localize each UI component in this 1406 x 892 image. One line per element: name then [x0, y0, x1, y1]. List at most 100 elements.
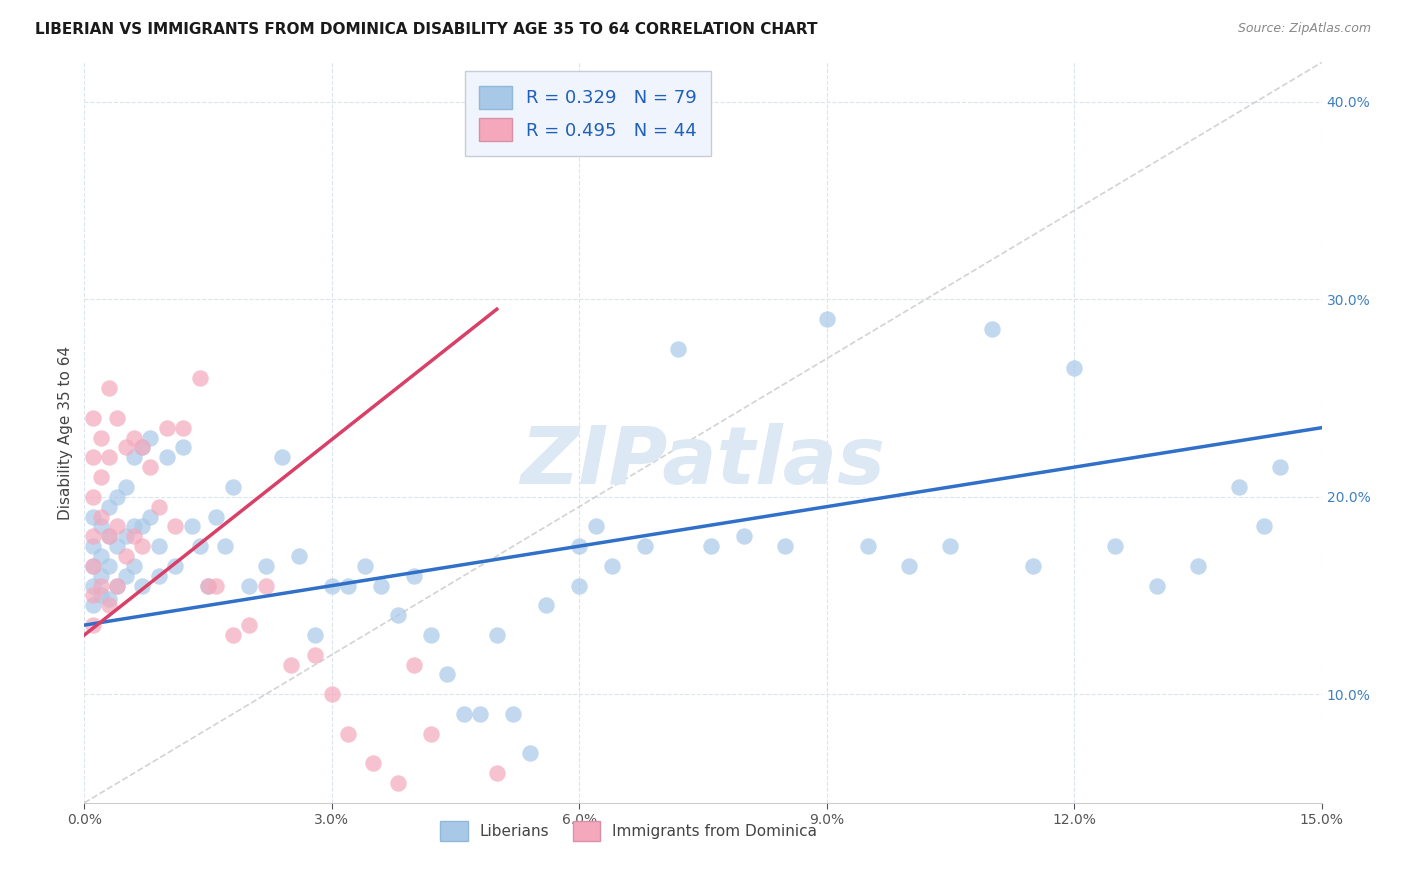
Point: [536, 599, 558, 613]
Point: [148, 539, 170, 553]
Point: [436, 667, 458, 681]
Point: [304, 628, 326, 642]
Text: Source: ZipAtlas.com: Source: ZipAtlas.com: [1237, 22, 1371, 36]
Point: [939, 539, 962, 553]
Point: [82, 558, 104, 573]
Point: [90, 509, 112, 524]
Point: [82, 589, 104, 603]
Point: [82, 599, 104, 613]
Point: [700, 539, 723, 553]
Point: [980, 322, 1002, 336]
Point: [82, 490, 104, 504]
Point: [353, 558, 375, 573]
Y-axis label: Disability Age 35 to 64: Disability Age 35 to 64: [58, 345, 73, 520]
Point: [114, 568, 136, 582]
Point: [568, 539, 591, 553]
Point: [453, 706, 475, 721]
Point: [82, 529, 104, 543]
Point: [337, 727, 360, 741]
Point: [90, 568, 112, 582]
Point: [165, 558, 187, 573]
Point: [634, 539, 657, 553]
Point: [139, 460, 162, 475]
Point: [90, 470, 112, 484]
Point: [205, 579, 228, 593]
Point: [1253, 519, 1275, 533]
Point: [485, 766, 508, 780]
Point: [82, 410, 104, 425]
Point: [470, 706, 492, 721]
Point: [122, 450, 145, 465]
Point: [82, 539, 104, 553]
Point: [361, 756, 384, 771]
Point: [131, 579, 153, 593]
Point: [600, 558, 623, 573]
Point: [222, 480, 245, 494]
Point: [98, 529, 121, 543]
Point: [156, 450, 179, 465]
Point: [90, 519, 112, 533]
Point: [98, 529, 121, 543]
Point: [98, 558, 121, 573]
Point: [131, 519, 153, 533]
Point: [105, 410, 128, 425]
Point: [271, 450, 294, 465]
Point: [114, 441, 136, 455]
Point: [321, 579, 343, 593]
Point: [1146, 579, 1168, 593]
Point: [148, 568, 170, 582]
Point: [114, 549, 136, 563]
Point: [98, 450, 121, 465]
Point: [105, 579, 128, 593]
Point: [139, 509, 162, 524]
Point: [568, 579, 591, 593]
Point: [304, 648, 326, 662]
Point: [98, 381, 121, 395]
Point: [214, 539, 236, 553]
Point: [180, 519, 202, 533]
Point: [98, 599, 121, 613]
Point: [1104, 539, 1126, 553]
Point: [485, 628, 508, 642]
Point: [148, 500, 170, 514]
Text: ZIPatlas: ZIPatlas: [520, 423, 886, 501]
Point: [205, 509, 228, 524]
Point: [419, 727, 441, 741]
Point: [254, 558, 277, 573]
Point: [666, 342, 689, 356]
Point: [139, 431, 162, 445]
Point: [288, 549, 311, 563]
Point: [114, 480, 136, 494]
Point: [387, 608, 409, 623]
Point: [585, 519, 607, 533]
Point: [337, 579, 360, 593]
Text: LIBERIAN VS IMMIGRANTS FROM DOMINICA DISABILITY AGE 35 TO 64 CORRELATION CHART: LIBERIAN VS IMMIGRANTS FROM DOMINICA DIS…: [35, 22, 818, 37]
Point: [188, 539, 211, 553]
Point: [90, 589, 112, 603]
Point: [98, 500, 121, 514]
Point: [1022, 558, 1045, 573]
Point: [82, 509, 104, 524]
Point: [898, 558, 921, 573]
Point: [370, 579, 392, 593]
Point: [387, 776, 409, 790]
Point: [105, 519, 128, 533]
Point: [321, 687, 343, 701]
Point: [82, 558, 104, 573]
Point: [165, 519, 187, 533]
Point: [82, 450, 104, 465]
Legend: Liberians, Immigrants from Dominica: Liberians, Immigrants from Dominica: [434, 815, 824, 847]
Point: [222, 628, 245, 642]
Point: [90, 549, 112, 563]
Point: [404, 568, 426, 582]
Point: [82, 579, 104, 593]
Point: [114, 529, 136, 543]
Point: [122, 431, 145, 445]
Point: [82, 618, 104, 632]
Point: [733, 529, 755, 543]
Point: [188, 371, 211, 385]
Point: [197, 579, 219, 593]
Point: [856, 539, 879, 553]
Point: [1270, 460, 1292, 475]
Point: [105, 539, 128, 553]
